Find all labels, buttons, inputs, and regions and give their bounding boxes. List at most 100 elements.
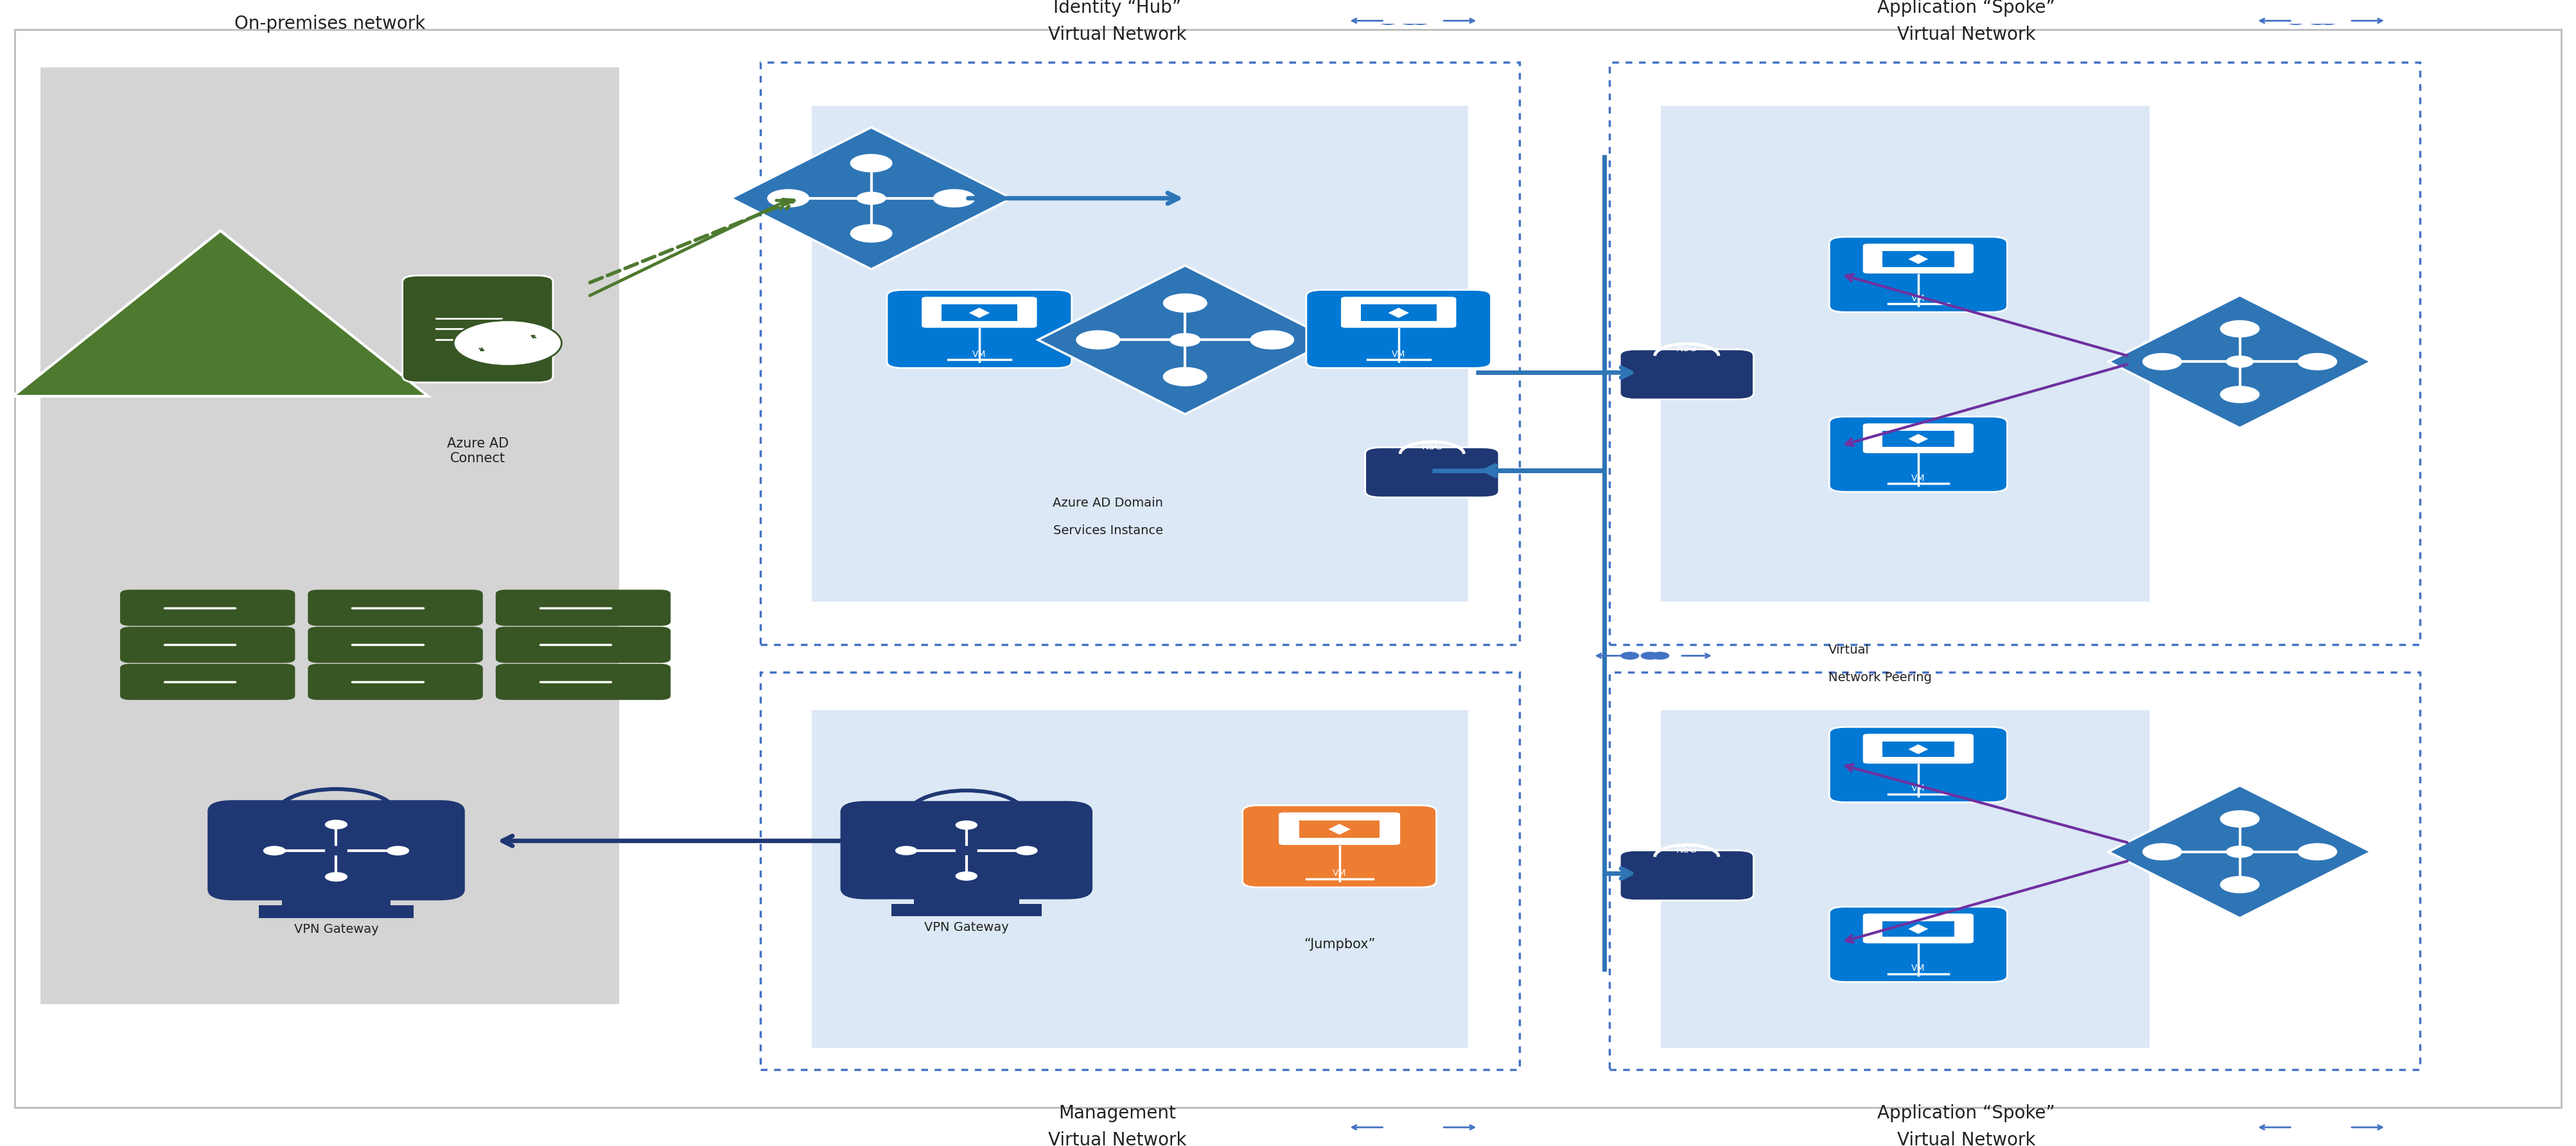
- Bar: [891, 904, 1041, 917]
- Text: VM: VM: [1911, 295, 1924, 303]
- Polygon shape: [969, 308, 989, 317]
- Polygon shape: [1909, 254, 1929, 264]
- Circle shape: [2308, 16, 2329, 25]
- Bar: [760, 62, 1520, 645]
- Circle shape: [1249, 331, 1293, 350]
- Text: Virtual Network: Virtual Network: [1896, 26, 2035, 44]
- Bar: [1662, 711, 2151, 1047]
- FancyBboxPatch shape: [121, 627, 296, 662]
- Circle shape: [2298, 843, 2336, 860]
- FancyBboxPatch shape: [402, 275, 554, 383]
- Circle shape: [1378, 1123, 1399, 1131]
- Circle shape: [1164, 293, 1206, 312]
- Polygon shape: [1909, 434, 1929, 444]
- Circle shape: [1170, 333, 1200, 346]
- FancyBboxPatch shape: [1342, 297, 1455, 328]
- Circle shape: [933, 189, 974, 207]
- Text: Management: Management: [1059, 1105, 1177, 1122]
- FancyArrowPatch shape: [531, 336, 536, 338]
- Bar: [940, 305, 1018, 321]
- FancyBboxPatch shape: [495, 590, 670, 626]
- Text: On-premises network: On-premises network: [234, 15, 425, 33]
- FancyBboxPatch shape: [209, 800, 464, 901]
- Polygon shape: [2110, 296, 2370, 427]
- Text: VM: VM: [1391, 350, 1406, 359]
- FancyBboxPatch shape: [495, 664, 670, 700]
- Text: Application “Spoke”: Application “Spoke”: [1878, 0, 2056, 17]
- Text: Virtual Network: Virtual Network: [1896, 1131, 2035, 1146]
- Polygon shape: [1329, 824, 1350, 834]
- Text: Services Instance: Services Instance: [1054, 525, 1162, 536]
- FancyBboxPatch shape: [1306, 290, 1492, 368]
- Bar: [41, 68, 618, 1004]
- Circle shape: [2318, 16, 2339, 25]
- Bar: [1662, 105, 2151, 602]
- FancyBboxPatch shape: [121, 664, 296, 700]
- Text: VM: VM: [1332, 869, 1347, 878]
- FancyBboxPatch shape: [309, 627, 482, 662]
- Bar: [760, 672, 1520, 1069]
- Text: Azure AD
Connect: Azure AD Connect: [446, 437, 507, 465]
- Circle shape: [858, 193, 886, 204]
- Bar: [811, 711, 1468, 1047]
- Polygon shape: [732, 127, 1012, 269]
- Text: Virtual: Virtual: [1829, 644, 1870, 657]
- Bar: [1883, 921, 1955, 937]
- FancyBboxPatch shape: [886, 290, 1072, 368]
- Text: Network Peering: Network Peering: [1829, 672, 1932, 684]
- Polygon shape: [1909, 924, 1929, 934]
- Circle shape: [956, 871, 976, 881]
- Text: NSG: NSG: [1677, 344, 1698, 353]
- Circle shape: [1399, 1123, 1419, 1131]
- Circle shape: [1620, 652, 1638, 660]
- Polygon shape: [13, 230, 428, 397]
- Bar: [1610, 62, 2419, 645]
- Circle shape: [2221, 386, 2259, 402]
- Text: NSG: NSG: [1422, 441, 1443, 452]
- Circle shape: [1077, 331, 1121, 350]
- Bar: [1883, 431, 1955, 447]
- Circle shape: [1641, 652, 1659, 660]
- FancyBboxPatch shape: [1278, 813, 1401, 845]
- FancyBboxPatch shape: [1862, 733, 1973, 763]
- Text: VPN Gateway: VPN Gateway: [294, 924, 379, 935]
- Text: “Jumpbox”: “Jumpbox”: [1303, 937, 1376, 951]
- Bar: [1360, 305, 1437, 321]
- FancyBboxPatch shape: [495, 627, 670, 662]
- Bar: [283, 895, 389, 909]
- Circle shape: [263, 846, 286, 855]
- FancyBboxPatch shape: [1862, 913, 1973, 943]
- FancyBboxPatch shape: [1829, 906, 2007, 982]
- Text: Application “Spoke”: Application “Spoke”: [1878, 1105, 2056, 1122]
- Circle shape: [2298, 353, 2336, 370]
- Bar: [1883, 741, 1955, 758]
- Circle shape: [850, 155, 891, 172]
- Circle shape: [1378, 16, 1399, 25]
- Text: VM: VM: [1911, 964, 1924, 973]
- FancyBboxPatch shape: [1829, 416, 2007, 492]
- Circle shape: [2226, 846, 2254, 857]
- FancyBboxPatch shape: [1365, 447, 1499, 497]
- Text: Identity “Hub”: Identity “Hub”: [1054, 0, 1182, 17]
- Circle shape: [325, 872, 348, 881]
- Circle shape: [850, 225, 891, 242]
- Text: VM: VM: [971, 350, 987, 359]
- FancyArrowPatch shape: [479, 348, 484, 351]
- Circle shape: [2143, 353, 2182, 370]
- Text: VM: VM: [1911, 784, 1924, 793]
- Text: NSG: NSG: [1677, 845, 1698, 854]
- FancyBboxPatch shape: [1862, 423, 1973, 453]
- FancyBboxPatch shape: [1829, 727, 2007, 802]
- Bar: [914, 894, 1020, 908]
- Circle shape: [325, 846, 348, 855]
- FancyBboxPatch shape: [1829, 237, 2007, 312]
- Text: Virtual Network: Virtual Network: [1048, 26, 1188, 44]
- Circle shape: [1409, 16, 1430, 25]
- FancyBboxPatch shape: [1620, 850, 1754, 901]
- FancyBboxPatch shape: [840, 801, 1092, 900]
- Circle shape: [2285, 16, 2306, 25]
- Text: VPN Gateway: VPN Gateway: [925, 921, 1010, 934]
- Circle shape: [1651, 652, 1669, 660]
- Bar: [1883, 251, 1955, 267]
- Circle shape: [325, 819, 348, 830]
